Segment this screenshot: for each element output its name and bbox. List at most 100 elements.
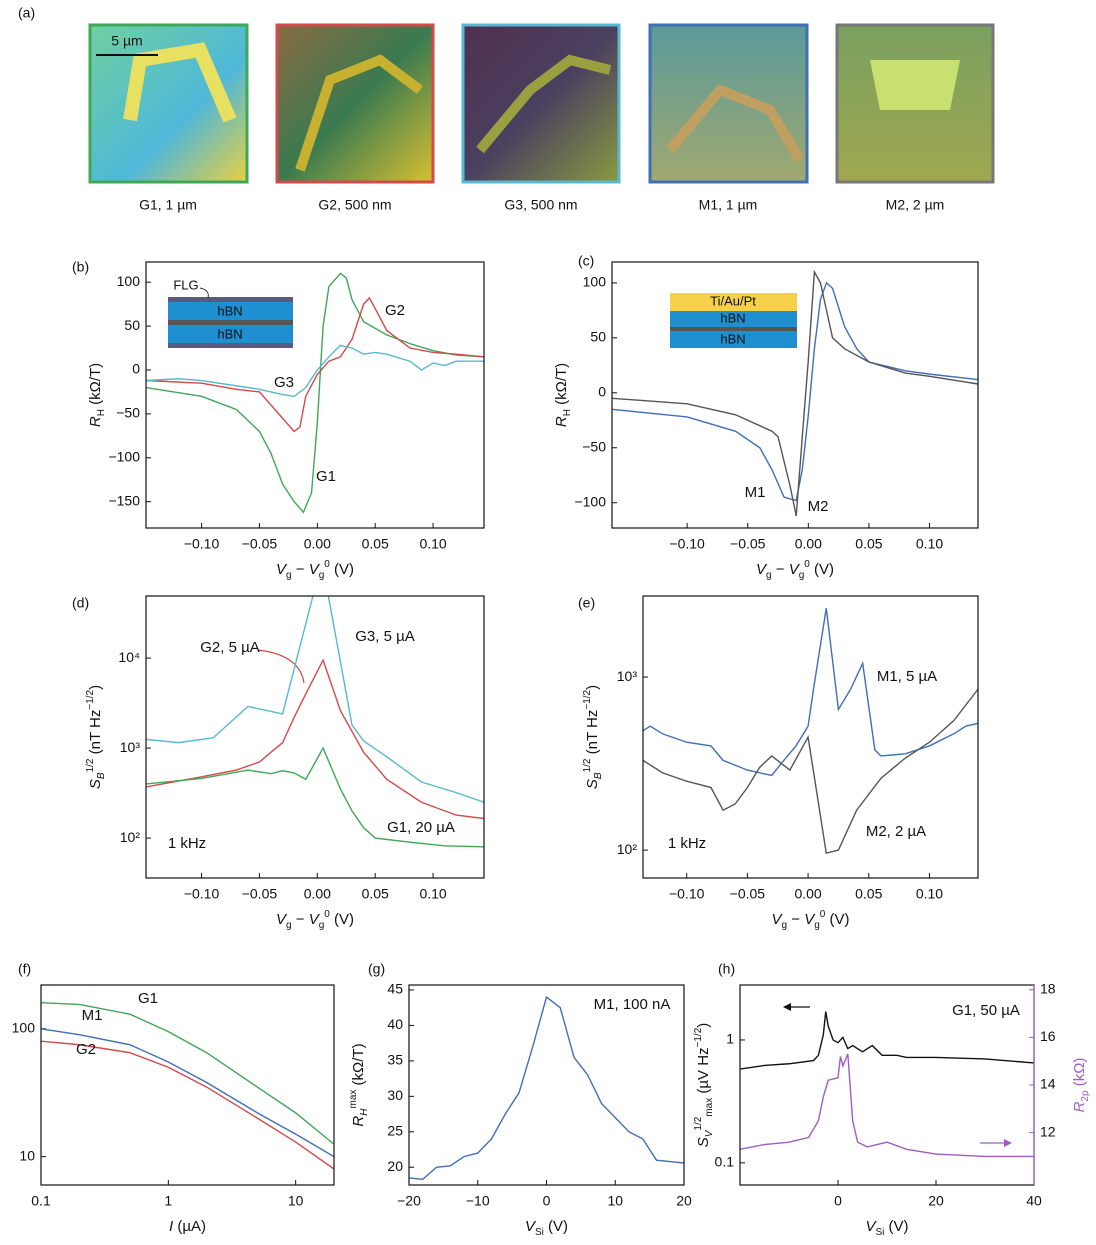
- axis-label-part: (V): [330, 561, 354, 578]
- series-line: [41, 1040, 334, 1170]
- y-tick-label: 50: [590, 329, 606, 345]
- series-line: [612, 269, 978, 517]
- leader: [199, 287, 209, 299]
- inset-label: hBN: [217, 303, 242, 318]
- series-line: [146, 296, 484, 433]
- axis-label-part: R: [1071, 1101, 1088, 1112]
- series-line: [740, 1053, 1034, 1158]
- axis-label-part: V: [704, 1129, 715, 1137]
- y-tick-label: 100: [117, 273, 141, 289]
- axis-label-part: (kΩ): [1071, 1058, 1088, 1091]
- micrographs: (a) 5 µm G1, 1 µm G2, 500 nm G3, 500 nm …: [18, 5, 995, 213]
- pointer: [257, 649, 305, 684]
- x-tick-label: −0.05: [242, 886, 278, 902]
- axis-label-part: B: [96, 772, 107, 779]
- x-tick-label: 0.00: [304, 886, 331, 902]
- x-tick-label: 10: [288, 1193, 304, 1209]
- inset-label: hBN: [720, 331, 745, 346]
- x-tick-label: 40: [1026, 1193, 1042, 1209]
- x-tick-label: 20: [928, 1193, 944, 1209]
- arrow-head: [783, 1003, 791, 1011]
- y2-tick-label: 18: [1040, 980, 1056, 996]
- axis-label-part: g: [286, 570, 292, 581]
- panel-label: (b): [72, 259, 89, 275]
- y-tick-label: 0: [598, 384, 606, 400]
- axis-label: VSi (V): [865, 1218, 908, 1238]
- inset-c: [670, 293, 797, 348]
- annotation: 1 kHz: [668, 835, 706, 852]
- axis-label-part: 2p: [1080, 1090, 1091, 1102]
- x-tick-label: −10: [466, 1193, 490, 1209]
- axis-label-part: −: [787, 911, 804, 928]
- series-line: [146, 596, 484, 803]
- series-line: [643, 688, 978, 855]
- series-label: M1: [745, 484, 766, 501]
- inset-label: hBN: [720, 310, 745, 325]
- axis-label-part: −1/2: [85, 689, 96, 709]
- axis-label-part: ): [584, 685, 601, 690]
- axis-label: VSi (V): [525, 1218, 568, 1238]
- layer: [670, 327, 797, 331]
- x-tick-label: −0.05: [730, 536, 766, 552]
- y-tick-label: −100: [108, 448, 140, 464]
- layer: [670, 311, 797, 327]
- axis-label-part: I: [169, 1218, 173, 1235]
- caption: M1, 1 µm: [699, 197, 758, 213]
- layer: [168, 325, 293, 343]
- x-tick-label: 20: [676, 1193, 692, 1209]
- image-feature: [666, 84, 805, 163]
- axis-label-part: 0: [324, 559, 330, 570]
- series-label: G3: [274, 374, 294, 391]
- axis-label-part: (µV Hz: [695, 1047, 712, 1097]
- caption: G3, 500 nm: [504, 197, 577, 213]
- x-tick-label: −0.10: [669, 886, 705, 902]
- axis-label: Vg − Vg0 (V): [772, 909, 850, 931]
- inset-label: FLG: [173, 277, 198, 292]
- y-tick-label: 10³: [617, 668, 638, 684]
- axis-label: RH (kΩ/T): [553, 363, 573, 427]
- y-tick-label: −100: [574, 493, 606, 509]
- layer: [670, 293, 797, 311]
- series-line: [146, 658, 484, 820]
- axis-label-part: V: [525, 1218, 537, 1235]
- plot-frame: [145, 261, 485, 529]
- inset-label: hBN: [217, 326, 242, 341]
- x-tick-label: 0.10: [916, 886, 943, 902]
- panel-label: (c): [578, 253, 594, 269]
- axis-label-part: H: [0, 1109, 2, 1116]
- axis-label-part: S: [87, 779, 104, 789]
- axis-label-part: g: [814, 920, 820, 931]
- layer: [168, 343, 293, 348]
- annotation: G1, 50 µA: [952, 1002, 1020, 1019]
- series-line: [146, 746, 484, 848]
- panel: (f) 0.1 1 10 10 100 G1 M1 G2: [12, 961, 335, 1209]
- series-label: G1, 20 µA: [387, 819, 455, 836]
- axis-label-part: (kΩ/T): [350, 1043, 367, 1089]
- axis-label-part: ): [87, 685, 104, 690]
- axis-label-part: (V): [825, 911, 849, 928]
- series-label: M1, 100 nA: [594, 996, 671, 1013]
- axis-label-part: g: [319, 570, 325, 581]
- axis-label: SV1/2max (µV Hz−1/2): [693, 1023, 715, 1148]
- panel: (d) −0.10 −0.05 0.00 0.05 0.10 10² 10³ 10⁴ G3, 5 …: [72, 595, 485, 902]
- image-feature: [870, 60, 960, 110]
- axis-label-part: 1/2: [582, 758, 593, 772]
- series-label: M1: [82, 1007, 103, 1024]
- layer: [168, 297, 293, 302]
- axis-label: SB1/2 (nT Hz−1/2): [582, 685, 604, 789]
- axis-label-part: V: [309, 911, 321, 928]
- axis-label-part: S: [695, 1137, 712, 1147]
- axis-label: I (µA): [169, 1218, 206, 1235]
- x-tick-label: 0.05: [362, 886, 389, 902]
- series-label: M2, 2 µA: [866, 823, 926, 840]
- plot-frame: [145, 595, 485, 879]
- series-label: M1, 5 µA: [877, 668, 937, 685]
- axis-label-part: R: [87, 416, 104, 427]
- panel-label: (a): [18, 5, 35, 21]
- series-label: M2: [808, 498, 829, 515]
- x-tick-label: −0.10: [184, 886, 220, 902]
- image-feature: [123, 42, 237, 123]
- plot-frame: [642, 595, 979, 879]
- x-tick-label: −0.05: [242, 536, 278, 552]
- axis-label-part: (µA): [173, 1218, 206, 1235]
